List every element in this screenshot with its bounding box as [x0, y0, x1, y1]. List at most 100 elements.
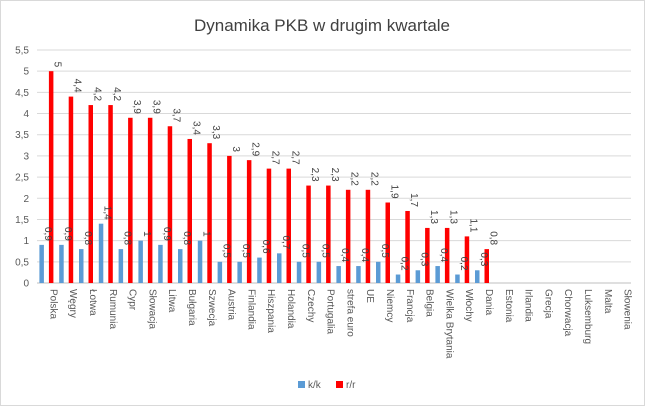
x-tick-label: Belgia [424, 289, 435, 317]
data-label-rr: 4,2 [111, 87, 122, 101]
chart-title: Dynamika PKB w drugim kwartale [194, 16, 450, 35]
data-label-kk: 0,4 [359, 248, 370, 262]
data-label-rr: 3,9 [131, 100, 142, 114]
data-label-kk: 0,2 [458, 257, 469, 271]
bar-kk [475, 270, 480, 283]
data-label-kk: 1,4 [102, 206, 113, 220]
bar-kk [356, 266, 361, 283]
y-tick-label: 4 [23, 109, 29, 120]
y-tick-label: 2,5 [15, 173, 29, 184]
bar-kk [138, 240, 143, 283]
gridlines [37, 49, 631, 284]
bar-rr [365, 189, 371, 283]
y-tick-label: 0 [23, 279, 29, 290]
bars [39, 71, 489, 283]
x-tick-label: Litwa [166, 289, 177, 313]
data-label-rr: 3,9 [151, 100, 162, 114]
bar-rr [266, 168, 272, 283]
bar-rr [108, 105, 113, 283]
bar-rr [345, 189, 351, 283]
x-tick-label: Cypr [127, 289, 138, 311]
data-label-kk: 0,9 [62, 227, 73, 241]
data-label-rr: 2,3 [309, 168, 320, 182]
x-tick-label: Węgry [67, 289, 78, 318]
data-label-kk: 0,9 [161, 227, 172, 241]
data-label-rr: 1,9 [388, 185, 399, 199]
legend-label-kk: k/k [308, 380, 322, 391]
data-label-kk: 0,2 [399, 257, 410, 271]
x-tick-label: Czechy [305, 289, 316, 322]
y-tick-label: 3 [23, 151, 29, 162]
bar-kk [237, 261, 242, 283]
x-tick-label: Łotwa [87, 289, 98, 316]
data-label-rr: 3,4 [190, 121, 201, 135]
data-label-rr: 2,3 [329, 168, 340, 182]
data-label-rr: 3 [230, 146, 241, 152]
legend-label-rr: r/r [346, 380, 356, 391]
y-tick-label: 0,5 [15, 257, 29, 268]
bar-rr [88, 105, 93, 283]
x-tick-label: Malta [602, 289, 613, 314]
legend-swatch-kk [298, 381, 305, 388]
data-label-kk: 0,8 [121, 231, 132, 245]
x-tick-label: Wielka Brytania [443, 289, 454, 359]
x-tick-label: Luksemburg [582, 289, 593, 344]
x-tick-label: Austria [226, 289, 237, 321]
x-tick-label: Estonia [503, 289, 514, 323]
data-label-kk: 0,5 [240, 244, 251, 258]
y-tick-label: 2 [23, 194, 29, 205]
y-axis: 0 0,5 1 1,5 2 2,5 3 3,5 4 4,5 5 5,5 [15, 46, 29, 290]
legend: k/k r/r [298, 380, 356, 391]
bar-rr [68, 96, 74, 283]
x-tick-label: Polska [47, 289, 58, 319]
bar-kk [257, 257, 262, 283]
bar-kk [59, 244, 64, 283]
x-tick-label: Portugalia [325, 289, 336, 334]
bar-rr [167, 126, 173, 283]
data-label-rr: 2,9 [250, 142, 261, 156]
data-label-kk: 0,4 [438, 248, 449, 262]
data-label-kk: 0,6 [260, 240, 271, 254]
data-label-kk: 0,8 [82, 231, 93, 245]
x-tick-label: Bułgaria [186, 289, 197, 326]
x-tick-label: strefa euro [344, 289, 355, 337]
y-tick-label: 5 [23, 67, 29, 78]
x-tick-label: Niemcy [384, 289, 395, 322]
y-tick-label: 1,5 [15, 215, 29, 226]
data-label-kk: 0,4 [339, 248, 350, 262]
bar-rr [444, 227, 450, 283]
bar-kk [415, 270, 421, 283]
data-label-kk: 0,5 [300, 244, 311, 258]
x-tick-label: Włochy [463, 289, 474, 322]
bar-kk [277, 253, 282, 283]
bar-kk [336, 266, 341, 283]
legend-swatch-rr [336, 381, 343, 388]
data-label-rr: 4,4 [71, 79, 82, 93]
data-label-kk: 0,7 [280, 235, 291, 249]
bar-kk [158, 244, 163, 283]
bar-rr [306, 185, 311, 283]
data-label-kk: 0,5 [379, 244, 390, 258]
x-tick-label: Francja [404, 289, 415, 323]
data-labels: 0,9 5 0,9 4,4 0,8 4,2 1,4 4,2 0,8 3,9 1 3,9 0,9 3,7 0,… [42, 62, 498, 271]
bar-rr [425, 227, 430, 283]
bar-kk [39, 244, 44, 283]
data-label-kk: 0,3 [418, 252, 429, 266]
data-label-rr: 3,7 [170, 108, 181, 122]
x-tick-label: Chorwacja [562, 289, 573, 337]
bar-kk [376, 261, 381, 283]
bar-kk [296, 261, 302, 283]
x-tick-label: Rumunia [107, 289, 118, 329]
bar-kk [217, 261, 223, 283]
bar-kk [316, 261, 322, 283]
bar-rr [128, 117, 133, 283]
bar-kk [395, 274, 401, 283]
x-tick-label: UE [364, 289, 375, 303]
x-axis: Polska Węgry Łotwa Rumunia Cypr Słowacja Litwa… [47, 289, 632, 359]
bar-kk [178, 249, 183, 283]
data-label-kk: 0,5 [319, 244, 330, 258]
x-tick-label: Słowenia [622, 289, 633, 330]
bar-rr [286, 168, 291, 283]
data-label-rr: 1,1 [467, 218, 478, 232]
